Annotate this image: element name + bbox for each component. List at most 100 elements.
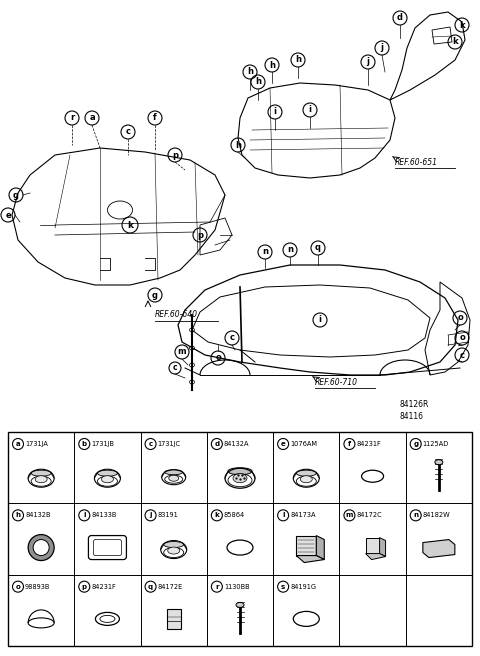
Text: n: n <box>287 245 293 255</box>
Text: p: p <box>172 150 178 159</box>
Ellipse shape <box>101 476 113 483</box>
Text: 84231F: 84231F <box>357 441 381 447</box>
Text: a: a <box>16 441 20 447</box>
Text: k: k <box>452 37 458 47</box>
Text: 83191: 83191 <box>157 512 179 518</box>
Polygon shape <box>380 537 385 556</box>
Text: j: j <box>381 43 384 52</box>
Text: 1731JC: 1731JC <box>157 441 180 447</box>
Text: h: h <box>247 68 253 77</box>
Text: REF.60-640: REF.60-640 <box>155 310 198 319</box>
Polygon shape <box>366 554 385 560</box>
Text: h: h <box>255 77 261 87</box>
Ellipse shape <box>35 476 47 483</box>
Text: 98893B: 98893B <box>25 584 50 590</box>
Text: o: o <box>459 333 465 342</box>
Text: h: h <box>235 140 241 150</box>
Ellipse shape <box>28 535 54 561</box>
Text: 84132B: 84132B <box>25 512 50 518</box>
Polygon shape <box>296 556 324 563</box>
Text: o: o <box>457 314 463 323</box>
Ellipse shape <box>296 470 316 476</box>
Text: k: k <box>459 20 465 30</box>
Ellipse shape <box>165 470 183 475</box>
Text: REF.60-710: REF.60-710 <box>315 378 358 387</box>
Text: d: d <box>214 441 219 447</box>
Ellipse shape <box>31 470 51 476</box>
Text: e: e <box>5 211 11 220</box>
Ellipse shape <box>168 547 180 554</box>
Text: 84132A: 84132A <box>224 441 249 447</box>
Text: f: f <box>153 113 157 123</box>
Text: o: o <box>16 584 20 590</box>
Text: l: l <box>282 512 284 518</box>
Text: i: i <box>309 106 312 115</box>
Ellipse shape <box>168 475 179 482</box>
Text: b: b <box>82 441 87 447</box>
Text: 84191G: 84191G <box>290 584 316 590</box>
Text: 1076AM: 1076AM <box>290 441 317 447</box>
Text: 84172E: 84172E <box>157 584 183 590</box>
Text: 1130BB: 1130BB <box>224 584 250 590</box>
Text: h: h <box>15 512 21 518</box>
Polygon shape <box>296 535 316 556</box>
Text: o: o <box>215 354 221 363</box>
Text: n: n <box>413 512 418 518</box>
Text: 1731JB: 1731JB <box>91 441 114 447</box>
Text: 85864: 85864 <box>224 512 245 518</box>
Text: i: i <box>319 316 322 325</box>
Text: j: j <box>367 58 370 66</box>
Text: p: p <box>197 230 203 239</box>
Text: h: h <box>295 56 301 64</box>
Polygon shape <box>316 535 324 560</box>
Text: h: h <box>269 60 275 70</box>
Text: 1125AD: 1125AD <box>423 441 449 447</box>
Text: 84133B: 84133B <box>91 512 117 518</box>
Text: c: c <box>459 350 465 359</box>
Text: i: i <box>83 512 85 518</box>
Bar <box>167 609 180 629</box>
Text: g: g <box>413 441 418 447</box>
Text: n: n <box>262 247 268 256</box>
Ellipse shape <box>236 602 244 607</box>
Text: s: s <box>281 584 285 590</box>
Text: r: r <box>215 584 218 590</box>
Ellipse shape <box>435 460 443 464</box>
Text: g: g <box>152 291 158 300</box>
Text: REF.60-651: REF.60-651 <box>395 158 438 167</box>
Text: i: i <box>274 108 276 117</box>
Text: 84116: 84116 <box>400 412 424 421</box>
Text: j: j <box>149 512 152 518</box>
Text: 84231F: 84231F <box>91 584 116 590</box>
Bar <box>8 432 472 646</box>
Text: c: c <box>173 363 177 373</box>
Polygon shape <box>366 537 380 554</box>
Text: q: q <box>148 584 153 590</box>
Ellipse shape <box>300 476 312 483</box>
Text: c: c <box>148 441 153 447</box>
Text: g: g <box>13 190 19 199</box>
Text: p: p <box>82 584 87 590</box>
Ellipse shape <box>233 474 247 483</box>
Ellipse shape <box>228 468 252 475</box>
Text: c: c <box>125 127 131 136</box>
Text: q: q <box>315 243 321 253</box>
Text: m: m <box>178 348 186 356</box>
Polygon shape <box>423 539 455 558</box>
Text: k: k <box>127 220 133 230</box>
Text: k: k <box>215 512 219 518</box>
Text: m: m <box>346 512 353 518</box>
Text: e: e <box>281 441 286 447</box>
Text: 84173A: 84173A <box>290 512 316 518</box>
Text: 84126R: 84126R <box>400 400 430 409</box>
Ellipse shape <box>97 470 118 476</box>
Text: 84172C: 84172C <box>357 512 382 518</box>
Text: 84182W: 84182W <box>423 512 450 518</box>
Text: a: a <box>89 113 95 123</box>
Text: c: c <box>229 333 235 342</box>
Text: r: r <box>70 113 74 123</box>
Text: d: d <box>397 14 403 22</box>
Ellipse shape <box>164 542 184 548</box>
Text: 1731JA: 1731JA <box>25 441 48 447</box>
Ellipse shape <box>33 539 49 556</box>
